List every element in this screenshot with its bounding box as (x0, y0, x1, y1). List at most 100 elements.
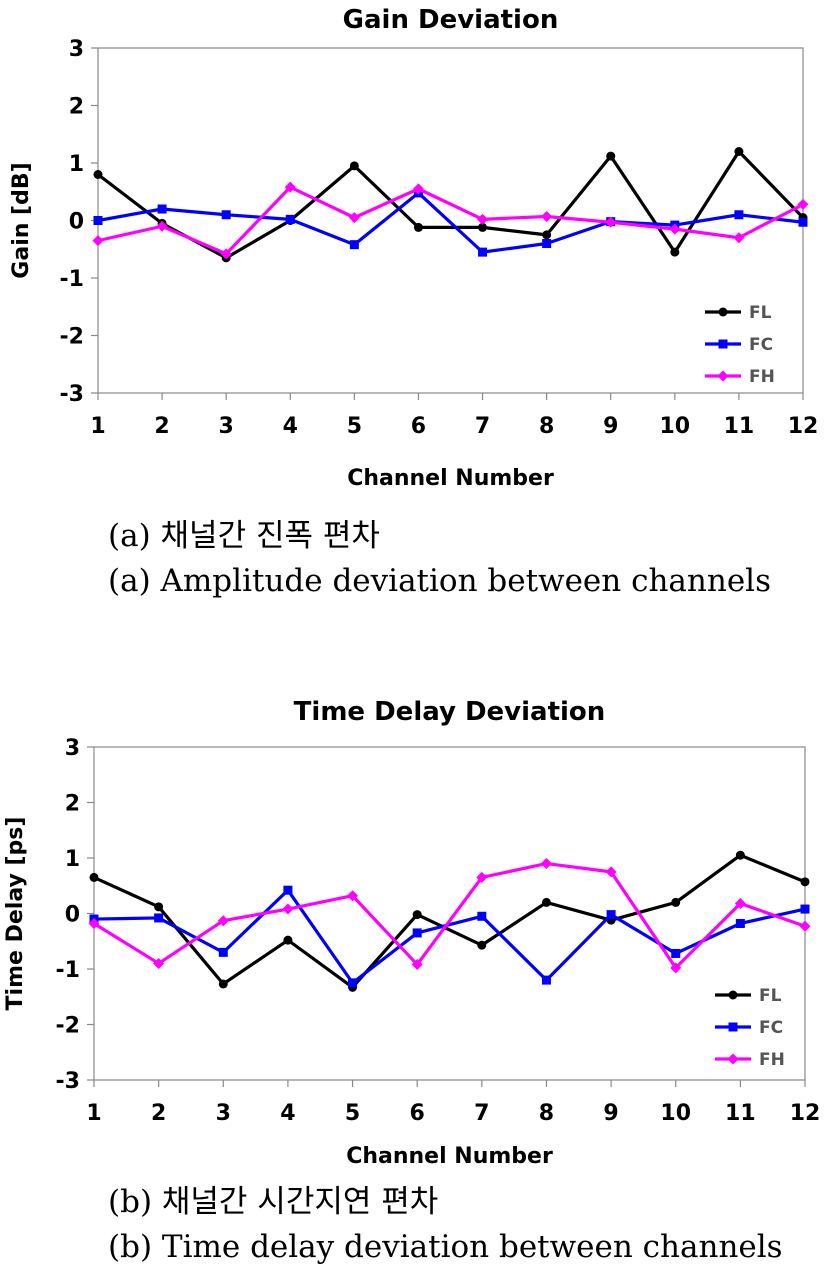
gain-series-fc-point (157, 204, 167, 214)
gain-series-fc-point (798, 217, 808, 227)
delay-y-tick-label: 0 (65, 903, 80, 928)
gain-series-fh-point (797, 198, 809, 210)
delay-legend-entry-fh: FH (715, 1050, 785, 1070)
delay-y-tick-label: 3 (65, 736, 80, 761)
gain-x-tick-label: 11 (724, 414, 755, 439)
delay-legend-entry-fc: FC (715, 1018, 783, 1038)
delay-series-fl-point (800, 877, 810, 887)
gain-x-tick-label: 9 (603, 414, 618, 439)
delay-y-tick-label: -2 (56, 1014, 80, 1039)
delay-series-fh-point (347, 890, 359, 902)
delay-x-tick-label: 7 (474, 1101, 489, 1126)
gain-legend-marker (718, 307, 728, 317)
delay-series-fc-point (606, 910, 616, 920)
gain-series-fh-point (412, 183, 424, 195)
gain-y-tick-label: 1 (69, 152, 84, 177)
delay-series-fh-point (540, 858, 552, 870)
delay-series-fh-point (411, 959, 423, 971)
gain-x-axis-label: Channel Number (347, 466, 554, 491)
delay-y-axis-label: Time Delay [ps] (3, 817, 28, 1011)
delay-x-tick-label: 4 (280, 1101, 295, 1126)
delay-x-tick-label: 5 (345, 1101, 360, 1126)
delay-x-axis-label: Channel Number (346, 1144, 553, 1169)
gain-y-axis-label: Gain [dB] (9, 162, 34, 278)
gain-series-fh-point (605, 216, 617, 228)
delay-series-fl-point (477, 940, 487, 950)
gain-series-fl-point (413, 222, 423, 232)
delay-series-fl-point (283, 935, 293, 945)
gain-legend-label: FC (749, 335, 773, 355)
delay-series-fh (88, 858, 811, 974)
delay-series-fc-point (154, 913, 164, 923)
delay-series-fh-point (153, 957, 165, 969)
delay-series-fh-line (93, 861, 806, 970)
delay-series-fc-point (348, 978, 358, 988)
gain-series-fc-point (542, 239, 552, 248)
delay-series-fc-point (412, 928, 422, 938)
delay-x-tick-label: 3 (216, 1101, 231, 1126)
gain-series-fh-point (92, 235, 104, 247)
delay-x-tick-label: 12 (790, 1101, 821, 1126)
gain-series-fh-point (348, 212, 360, 224)
delay-series-fl-line (93, 853, 806, 989)
delay-series-fh-point (476, 871, 488, 883)
delay-series-fc-point (671, 948, 681, 958)
gain-legend-marker (718, 339, 728, 349)
gain-series-fc-point (93, 216, 103, 225)
gain-series-fl-point (478, 222, 488, 232)
gain-series-fc-line (97, 191, 804, 254)
gain-series-fh-point (733, 232, 745, 244)
gain-series-fc-point (349, 240, 359, 250)
gain-series-fh-point (284, 181, 296, 193)
delay-legend-marker (728, 1022, 738, 1032)
gain-x-tick-label: 10 (660, 414, 691, 439)
delay-series-fc-point (735, 918, 745, 928)
delay-series-fl-point (218, 979, 228, 989)
delay-legend-label: FH (759, 1050, 785, 1070)
gain-series-fl-point (734, 147, 744, 156)
gain-series-fh-point (477, 213, 489, 225)
gain-legend-label: FL (749, 303, 772, 323)
gain-series-fl-point (542, 230, 552, 240)
gain-series-fc-point (734, 210, 744, 220)
gain-y-tick-label: 0 (69, 210, 84, 235)
gain-x-tick-label: 2 (154, 414, 169, 439)
delay-series-fc-point (283, 885, 293, 895)
gain-legend-entry-fh: FH (705, 367, 775, 387)
delay-x-tick-label: 1 (86, 1101, 101, 1126)
gain-y-tick-label: -1 (60, 267, 84, 292)
gain-series-fl-point (670, 247, 680, 257)
delay-chart-title: Time Delay Deviation (294, 697, 606, 727)
gain-series-fh-point (541, 210, 553, 222)
caption-b-english: (b) Time delay deviation between channel… (108, 1229, 783, 1265)
gain-x-tick-label: 4 (283, 414, 298, 439)
gain-x-tick-label: 12 (788, 414, 819, 439)
gain-series-fc (93, 188, 808, 257)
gain-x-tick-label: 3 (219, 414, 234, 439)
gain-x-tick-label: 5 (347, 414, 362, 439)
delay-series-fh-point (605, 866, 617, 878)
delay-y-tick-label: -1 (56, 958, 80, 983)
delay-series-fh-point (217, 915, 229, 927)
caption-b-korean: (b) 채널간 시간지연 편차 (108, 1184, 439, 1220)
caption-a-english: (a) Amplitude deviation between channels (108, 563, 772, 599)
gain-series-fc-point (285, 214, 295, 224)
delay-y-tick-label: 2 (65, 792, 80, 817)
delay-series-fc-point (541, 975, 551, 985)
delay-series-fc-line (93, 888, 806, 985)
delay-series-fc-point (218, 947, 228, 957)
gain-legend-label: FH (749, 367, 775, 387)
delay-series-fl-point (89, 872, 99, 882)
delay-legend-entry-fl: FL (715, 986, 782, 1006)
gain-chart-title: Gain Deviation (343, 5, 559, 35)
gain-y-tick-label: 2 (69, 95, 84, 120)
delay-legend-label: FC (759, 1018, 783, 1038)
gain-y-tick-label: 3 (69, 37, 84, 62)
gain-y-tick-label: -2 (60, 325, 84, 350)
gain-x-tick-label: 1 (90, 414, 105, 439)
delay-x-tick-label: 10 (660, 1101, 691, 1126)
delay-legend-label: FL (759, 986, 782, 1006)
gain-series-fl-point (349, 161, 359, 171)
